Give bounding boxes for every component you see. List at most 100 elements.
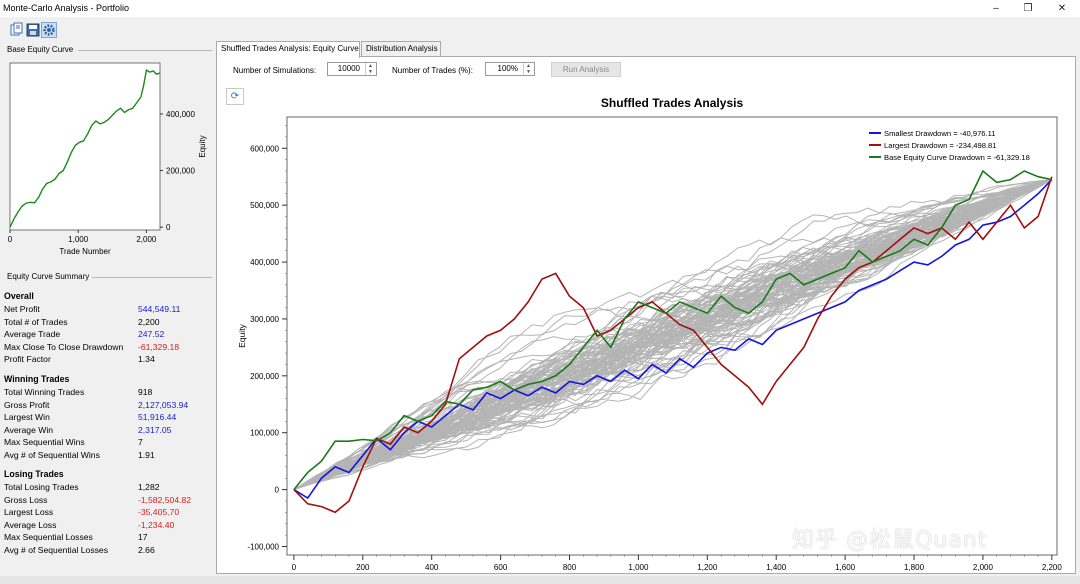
summary-row: Total # of Trades 2,200	[4, 317, 210, 329]
refresh-icon[interactable]: ⟳	[226, 88, 244, 105]
toolbar	[0, 17, 1080, 41]
gear-icon[interactable]	[41, 22, 57, 38]
summary-label: Net Profit	[4, 304, 40, 314]
simulation-line	[293, 179, 1052, 491]
mini-y-tick-label: 400,000	[166, 110, 195, 119]
num-sims-value: 10000	[337, 64, 360, 73]
summary-label: Total Losing Trades	[4, 482, 79, 492]
x-tick-label: 1,800	[904, 563, 925, 572]
y-tick-label: 200,000	[250, 372, 279, 381]
num-sims-label: Number of Simulations:	[233, 66, 317, 75]
summary-label: Largest Win	[4, 412, 50, 423]
num-sims-input[interactable]: 10000 ▲ ▼	[327, 62, 377, 76]
summary-row: Net Profit 544,549.11	[4, 304, 210, 316]
tab-equity-curve[interactable]: Shuffled Trades Analysis: Equity Curve	[216, 41, 360, 58]
summary-row: Gross Profit 2,127,053.94	[4, 400, 210, 412]
x-tick-label: 800	[563, 563, 577, 572]
summary-value: 17	[138, 532, 148, 543]
num-sims-spinner[interactable]: ▲ ▼	[365, 63, 375, 75]
simulation-line	[293, 179, 1052, 491]
summary-value: 2,200	[138, 316, 160, 327]
x-tick-label: 400	[425, 563, 439, 572]
num-trades-label: Number of Trades (%):	[392, 66, 473, 75]
summary-row: Avg # of Sequential Wins 1.91	[4, 450, 210, 462]
x-tick-label: 2,000	[973, 563, 994, 572]
left-panel: Base Equity Curve 0 1,000 2,000 0 200,000 400…	[0, 41, 214, 584]
window-title: Monte-Carlo Analysis - Portfolio	[3, 3, 130, 13]
summary-value: -1,234.40	[138, 519, 175, 530]
status-bar	[0, 576, 1080, 584]
summary-row: Largest Win 51,916.44	[4, 412, 210, 424]
x-tick-label: 1,600	[835, 563, 856, 572]
y-tick-label: 400,000	[250, 258, 279, 267]
mini-x-axis-label: Trade Number	[59, 247, 111, 256]
summary-label: Total Winning Trades	[4, 387, 85, 397]
legend-entry: Smallest Drawdown = -40,976.11	[884, 129, 996, 138]
summary-value: 2,317.05	[138, 424, 172, 435]
summary-value: 2,127,053.94	[138, 399, 189, 410]
group-divider	[78, 50, 212, 51]
summary-label: Average Win	[4, 424, 54, 435]
summary-row: Profit Factor 1.34	[4, 354, 210, 366]
winning-heading: Winning Trades	[4, 374, 70, 384]
y-axis-label: Equity	[237, 323, 247, 347]
summary-row: Total Winning Trades 918	[4, 387, 210, 399]
y-tick-label: 100,000	[250, 429, 279, 438]
mini-y-tick-label: 200,000	[166, 167, 195, 176]
summary-row: Average Win 2,317.05	[4, 425, 210, 437]
x-tick-label: 1,400	[766, 563, 787, 572]
base-equity-label: Base Equity Curve	[7, 45, 74, 54]
y-tick-label: -100,000	[247, 542, 279, 551]
main-panel: Number of Simulations: 10000 ▲ ▼ Number o…	[216, 56, 1076, 574]
summary-label: Avg # of Sequential Wins	[4, 450, 100, 460]
open-file-icon[interactable]	[8, 22, 24, 38]
summary-value: 7	[138, 437, 143, 448]
close-button[interactable]: ✕	[1057, 3, 1067, 14]
summary-label: Max Close To Close Drawdown	[4, 341, 124, 352]
simulation-line	[293, 179, 1052, 491]
x-tick-label: 1,200	[697, 563, 718, 572]
largest-drawdown-line	[293, 176, 1053, 514]
legend-entry: Largest Drawdown = -234,498.81	[884, 141, 997, 150]
save-icon[interactable]	[25, 22, 41, 38]
simulation-line	[293, 179, 1053, 491]
summary-label: Average Loss	[4, 519, 57, 530]
summary-value: -1,582,504.82	[138, 494, 192, 505]
summary-label: Avg # of Sequential Losses	[4, 545, 108, 555]
base-equity-chart: 0 1,000 2,000 0 200,000 400,000 Trade Number Eq…	[8, 62, 207, 256]
summary-row: Average Loss -1,234.40	[4, 520, 210, 532]
watermark: 知乎 @松鼠Quant	[792, 528, 988, 553]
simulation-line	[293, 179, 1052, 491]
simulation-line	[293, 179, 1053, 491]
tab-distribution[interactable]: Distribution Analysis	[361, 41, 441, 57]
x-tick-label: 1,000	[628, 563, 649, 572]
summary-value: 2.66	[138, 545, 155, 555]
mini-x-tick-label: 1,000	[68, 235, 89, 244]
run-analysis-button[interactable]: Run Analysis	[551, 62, 621, 77]
legend-entry: Base Equity Curve Drawdown = -61,329.18	[884, 153, 1030, 162]
smallest-drawdown-line	[293, 179, 1053, 500]
simulation-line	[293, 179, 1052, 491]
simulation-line	[293, 179, 1053, 491]
mini-x-tick-label: 2,000	[136, 235, 157, 244]
minimize-button[interactable]: –	[993, 3, 999, 14]
summary-row: Avg # of Sequential Losses 2.66	[4, 545, 210, 557]
summary-value: 247.52	[138, 329, 165, 340]
summary-value: -61,329.18	[138, 341, 180, 352]
y-tick-label: 600,000	[250, 144, 279, 153]
num-trades-value: 100%	[497, 64, 518, 73]
x-tick-label: 2,200	[1042, 563, 1063, 572]
losing-heading: Losing Trades	[4, 469, 64, 479]
restore-button[interactable]: ❐	[1023, 3, 1033, 14]
summary-label: Max Sequential Losses	[4, 532, 93, 543]
simulation-lines	[293, 169, 1053, 514]
num-trades-spinner[interactable]: ▲ ▼	[523, 63, 533, 75]
group-divider	[92, 277, 212, 278]
summary-value: 1.34	[138, 354, 155, 365]
summary-value: 51,916.44	[138, 412, 177, 423]
title-bar: Monte-Carlo Analysis - Portfolio – ❐ ✕	[0, 0, 1080, 17]
num-trades-input[interactable]: 100% ▲ ▼	[485, 62, 535, 76]
summary-label: Gross Profit	[4, 399, 50, 410]
x-tick-label: 600	[494, 563, 508, 572]
summary-row: Max Sequential Losses 17	[4, 532, 210, 544]
